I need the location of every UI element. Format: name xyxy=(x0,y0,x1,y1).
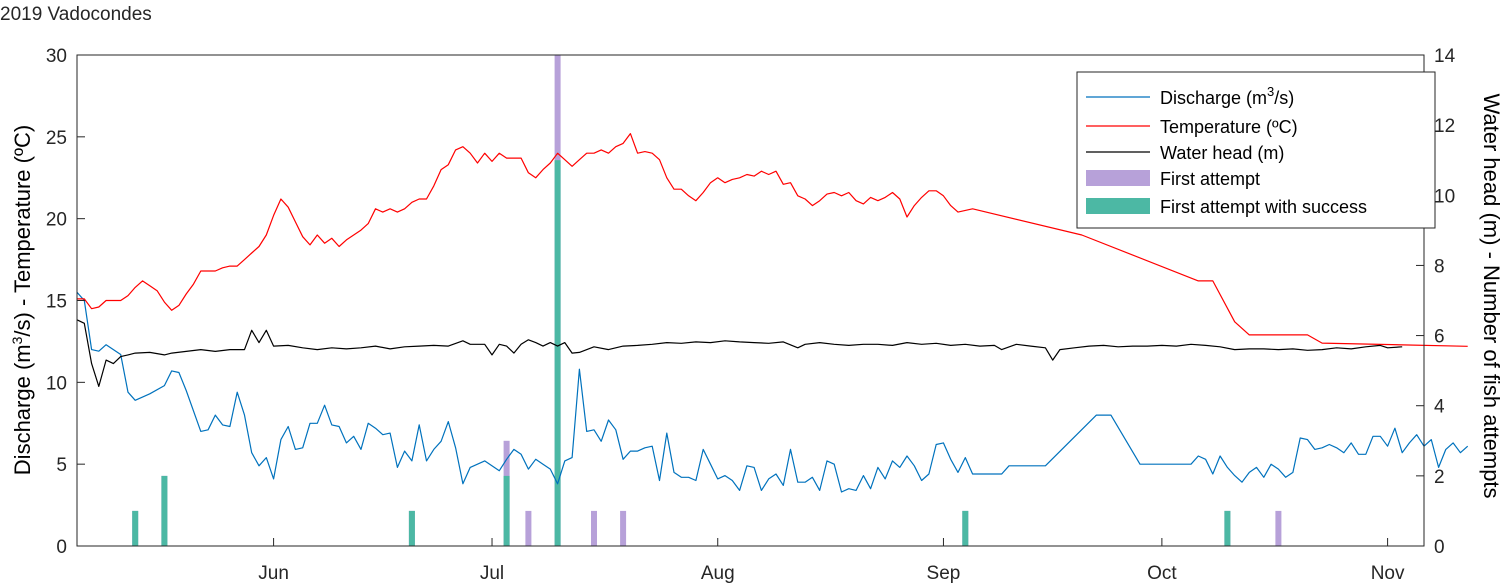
x-tick-label: Sep xyxy=(927,563,961,584)
bar-first-attempt xyxy=(1275,510,1282,546)
left-tick-label: 15 xyxy=(46,292,67,313)
legend-water-head-label: Water head (m) xyxy=(1160,143,1284,163)
x-tick-label: Nov xyxy=(1371,563,1405,584)
left-tick-label: 25 xyxy=(46,128,67,149)
x-tick-label: Jul xyxy=(480,563,504,584)
bar-first-success xyxy=(161,475,168,546)
left-axis-ticks: 0 5 10 15 20 25 30 xyxy=(46,46,85,558)
bar-first-success xyxy=(962,510,969,546)
right-tick-label: 6 xyxy=(1434,327,1445,348)
bar-first-attempt xyxy=(591,510,597,546)
legend-first-attempt-swatch xyxy=(1086,170,1150,186)
legend: Discharge (m3/s) Temperature (ºC) Water … xyxy=(1076,71,1436,229)
bar-first-attempt xyxy=(525,510,532,546)
bar-first-attempt xyxy=(620,510,627,546)
bar-first-success xyxy=(132,510,139,546)
chart-title: 2019 Vadocondes xyxy=(0,4,152,25)
right-axis-label: Water head (m) - Number of fish attempts xyxy=(1479,93,1502,498)
lines-layer xyxy=(76,133,1469,493)
bar-first-success xyxy=(408,510,415,546)
right-tick-label: 10 xyxy=(1434,186,1455,207)
legend-first-success-swatch xyxy=(1086,198,1150,214)
legend-first-attempt-label: First attempt xyxy=(1160,169,1260,189)
left-tick-label: 0 xyxy=(56,537,67,558)
bar-first-success xyxy=(554,160,561,546)
bars-layer xyxy=(132,55,1282,546)
left-tick-label: 10 xyxy=(46,373,67,394)
series-temperature-line xyxy=(77,133,1468,347)
right-tick-label: 12 xyxy=(1434,116,1455,137)
x-tick-label: Jun xyxy=(258,563,289,584)
right-tick-label: 14 xyxy=(1434,46,1456,67)
x-tick-label: Aug xyxy=(701,563,735,584)
left-tick-label: 30 xyxy=(46,46,67,67)
right-tick-label: 2 xyxy=(1434,467,1445,488)
bar-first-success xyxy=(1224,510,1231,546)
right-tick-label: 4 xyxy=(1434,397,1445,418)
right-tick-label: 8 xyxy=(1434,256,1445,277)
legend-discharge-label: Discharge (m3/s) xyxy=(1160,84,1294,108)
left-tick-label: 5 xyxy=(56,455,67,476)
legend-first-success-label: First attempt with success xyxy=(1160,197,1367,217)
x-tick-label: Oct xyxy=(1147,563,1177,584)
left-axis-label: Discharge (m3/s) - Temperature (ºC) xyxy=(9,125,35,475)
bar-first-success xyxy=(503,475,510,546)
series-discharge-line xyxy=(76,291,1469,493)
right-axis-ticks: 0 2 4 6 8 10 12 14 xyxy=(1416,46,1456,558)
left-tick-label: 20 xyxy=(46,210,67,231)
x-axis-ticks: Jun Jul Aug Sep Oct Nov xyxy=(258,538,1405,584)
series-water-head-line xyxy=(76,319,1403,387)
right-tick-label: 0 xyxy=(1434,537,1445,558)
legend-temperature-label: Temperature (ºC) xyxy=(1160,117,1298,137)
